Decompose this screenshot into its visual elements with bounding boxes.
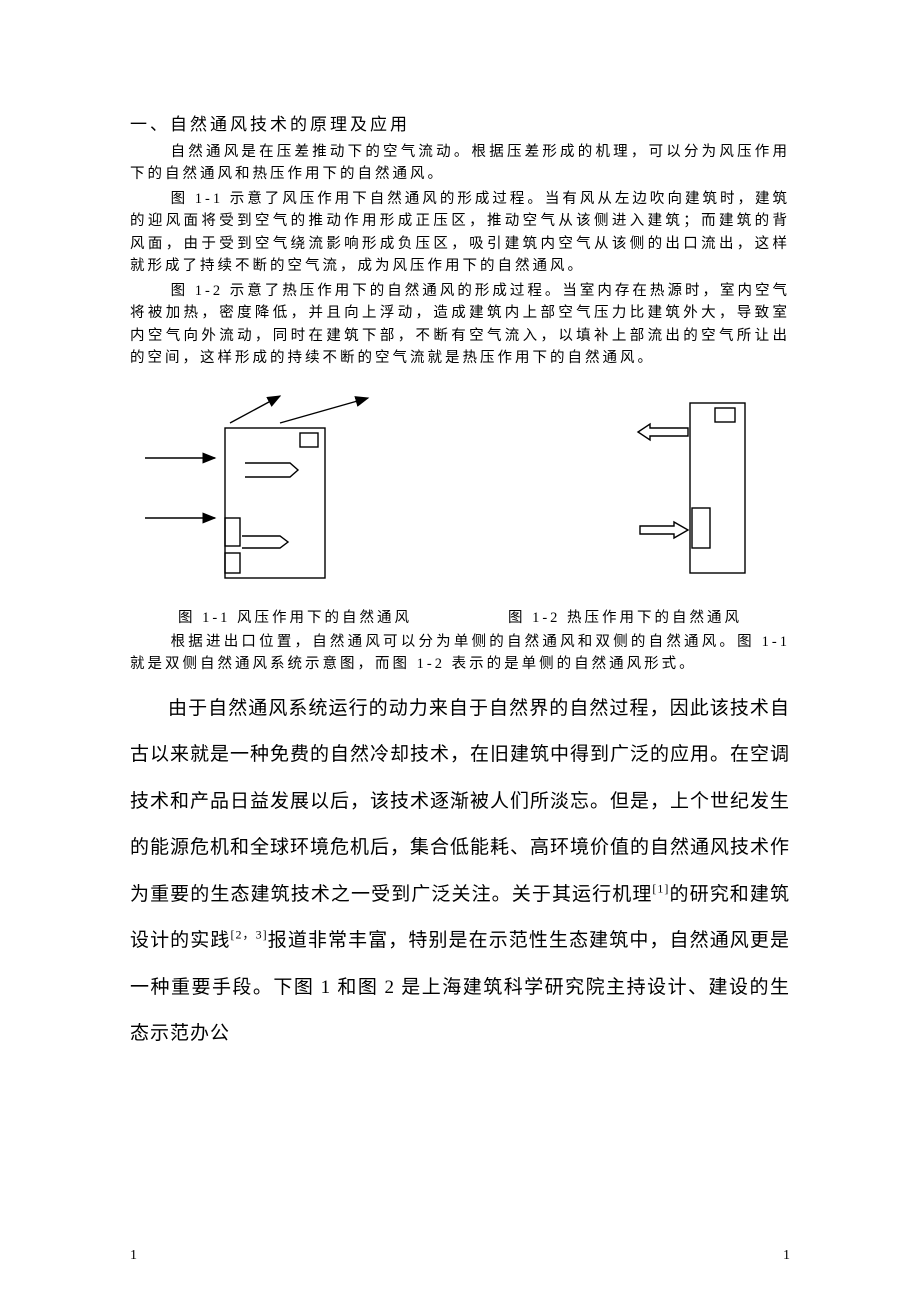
paragraph-3: 图 1-2 示意了热压作用下的自然通风的形成过程。当室内存在热源时，室内空气将被… [130,280,790,370]
figure-1-2-svg [620,388,790,588]
footer-right-pagenum: 1 [783,1248,790,1264]
caption-row: 图 1-1 风压作用下的自然通风 图 1-2 热压作用下的自然通风 [130,606,790,627]
page-footer: 1 1 [130,1248,790,1264]
figure-1-2-caption: 图 1-2 热压作用下的自然通风 [460,606,790,627]
figure-1-1 [130,388,380,598]
paragraph-5: 由于自然通风系统运行的动力来自于自然界的自然过程，因此该技术自古以来就是一种免费… [130,686,790,1058]
page: 一、自然通风技术的原理及应用 自然通风是在压差推动下的空气流动。根据压差形成的机… [0,0,920,1302]
p5-part-a: 由于自然通风系统运行的动力来自于自然界的自然过程，因此该技术自古以来就是一种免费… [130,698,790,905]
paragraph-2: 图 1-1 示意了风压作用下自然通风的形成过程。当有风从左边吹向建筑时，建筑的迎… [130,188,790,278]
citation-1: [1] [652,881,669,895]
figure-1-1-caption: 图 1-1 风压作用下的自然通风 [130,606,460,627]
paragraph-1: 自然通风是在压差推动下的空气流动。根据压差形成的机理，可以分为风压作用下的自然通… [130,141,790,186]
figure-row [130,388,790,598]
section-heading: 一、自然通风技术的原理及应用 [130,110,790,135]
figure-1-1-svg [130,388,380,598]
footer-left-pagenum: 1 [130,1248,137,1264]
figure-1-2 [620,388,790,598]
paragraph-4: 根据进出口位置，自然通风可以分为单侧的自然通风和双侧的自然通风。图 1-1 就是… [130,631,790,676]
citation-2-3: [2，3] [230,928,267,942]
